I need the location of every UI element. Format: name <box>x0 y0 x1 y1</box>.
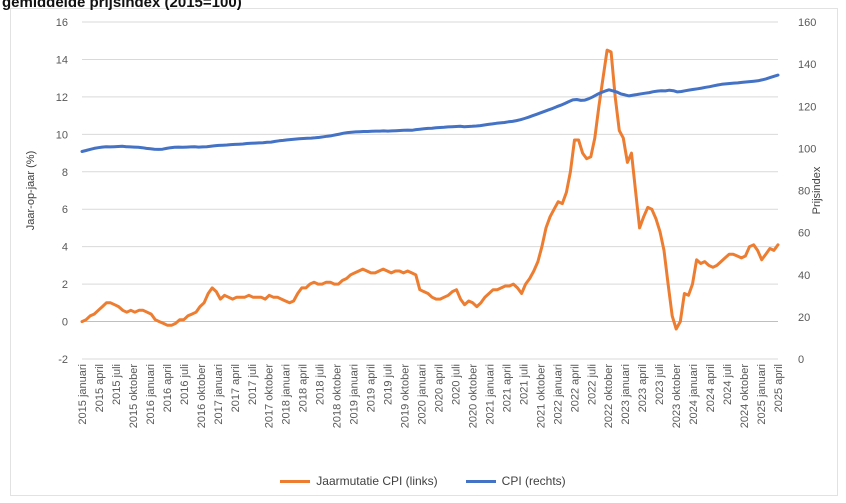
x-tick-label: 2016 april <box>162 364 174 412</box>
legend-item-jaarmutatie: Jaarmutatie CPI (links) <box>280 474 438 488</box>
x-tick-label: 2024 april <box>705 364 717 412</box>
legend-item-cpi: CPI (rechts) <box>465 474 566 488</box>
y-right-tick-label: 140 <box>798 59 816 71</box>
chart-frame <box>10 8 838 496</box>
y-left-tick-label: -2 <box>58 354 68 366</box>
x-tick-label: 2019 januari <box>349 364 361 425</box>
x-tick-label: 2015 januari <box>77 364 89 425</box>
y-left-tick-label: 16 <box>56 17 68 29</box>
x-tick-label: 2025 januari <box>756 364 768 425</box>
y-right-tick-label: 80 <box>798 186 810 198</box>
x-tick-label: 2020 april <box>433 364 445 412</box>
x-tick-label: 2018 juli <box>315 364 327 405</box>
y-right-tick-label: 160 <box>798 17 816 29</box>
legend-label-jaarmutatie: Jaarmutatie CPI (links) <box>316 474 438 488</box>
x-tick-label: 2023 juli <box>654 364 666 405</box>
y-right-axis-title: Prijsindex <box>811 166 823 214</box>
x-tick-label: 2017 april <box>230 364 242 412</box>
x-tick-label: 2019 oktober <box>400 364 412 429</box>
x-tick-label: 2022 januari <box>552 364 564 425</box>
x-tick-label: 2015 oktober <box>128 364 140 429</box>
x-tick-label: 2024 juli <box>722 364 734 405</box>
y-left-tick-label: 8 <box>62 167 68 179</box>
x-tick-label: 2019 juli <box>383 364 395 405</box>
x-tick-label: 2016 juli <box>179 364 191 405</box>
y-left-tick-label: 14 <box>56 54 68 66</box>
y-right-tick-label: 20 <box>798 312 810 324</box>
chart-title: gemiddelde prijsindex (2015=100) <box>2 0 242 11</box>
x-tick-label: 2023 januari <box>620 364 632 425</box>
x-tick-label: 2018 januari <box>281 364 293 425</box>
series-line-cpi <box>80 73 780 153</box>
legend-swatch-jaarmutatie <box>280 479 311 483</box>
legend: Jaarmutatie CPI (links) CPI (rechts) <box>0 474 846 488</box>
x-tick-label: 2021 juli <box>518 364 530 405</box>
x-tick-label: 2021 oktober <box>535 364 547 429</box>
x-tick-label: 2024 januari <box>688 364 700 425</box>
x-tick-label: 2021 april <box>501 364 513 412</box>
x-tick-label: 2017 oktober <box>264 364 276 429</box>
x-tick-label: 2023 oktober <box>671 364 683 429</box>
y-left-tick-label: 2 <box>62 279 68 291</box>
x-tick-label: 2024 oktober <box>739 364 751 429</box>
x-tick-label: 2020 oktober <box>467 364 479 429</box>
x-tick-label: 2016 januari <box>145 364 157 425</box>
x-tick-label: 2021 januari <box>484 364 496 425</box>
legend-swatch-cpi <box>465 479 496 483</box>
x-tick-label: 2019 april <box>366 364 378 412</box>
y-right-tick-label: 60 <box>798 228 810 240</box>
x-tick-label: 2018 april <box>298 364 310 412</box>
y-left-axis-title: Jaar-op-jaar (%) <box>25 151 37 230</box>
x-tick-label: 2020 juli <box>450 364 462 405</box>
x-tick-label: 2016 oktober <box>196 364 208 429</box>
x-tick-label: 2015 april <box>94 364 106 412</box>
y-left-tick-label: 12 <box>56 92 68 104</box>
x-tick-label: 2015 juli <box>111 364 123 405</box>
x-tick-label: 2020 januari <box>417 364 429 425</box>
y-left-tick-label: 6 <box>62 204 68 216</box>
x-tick-label: 2022 april <box>569 364 581 412</box>
x-tick-label: 2022 oktober <box>603 364 615 429</box>
y-right-tick-label: 0 <box>798 354 804 366</box>
x-tick-label: 2017 januari <box>213 364 225 425</box>
y-right-tick-label: 120 <box>798 101 816 113</box>
x-tick-label: 2017 juli <box>247 364 259 405</box>
legend-label-cpi: CPI (rechts) <box>501 474 566 488</box>
x-tick-label: 2022 juli <box>586 364 598 405</box>
y-right-tick-label: 100 <box>798 143 816 155</box>
series-line-jaarmutatie <box>80 48 780 331</box>
x-tick-label: 2018 oktober <box>332 364 344 429</box>
y-left-tick-label: 10 <box>56 129 68 141</box>
y-left-tick-label: 0 <box>62 317 68 329</box>
y-right-tick-label: 40 <box>798 270 810 282</box>
y-left-tick-label: 4 <box>62 242 68 254</box>
x-tick-label: 2025 april <box>773 364 785 412</box>
x-tick-label: 2023 april <box>637 364 649 412</box>
